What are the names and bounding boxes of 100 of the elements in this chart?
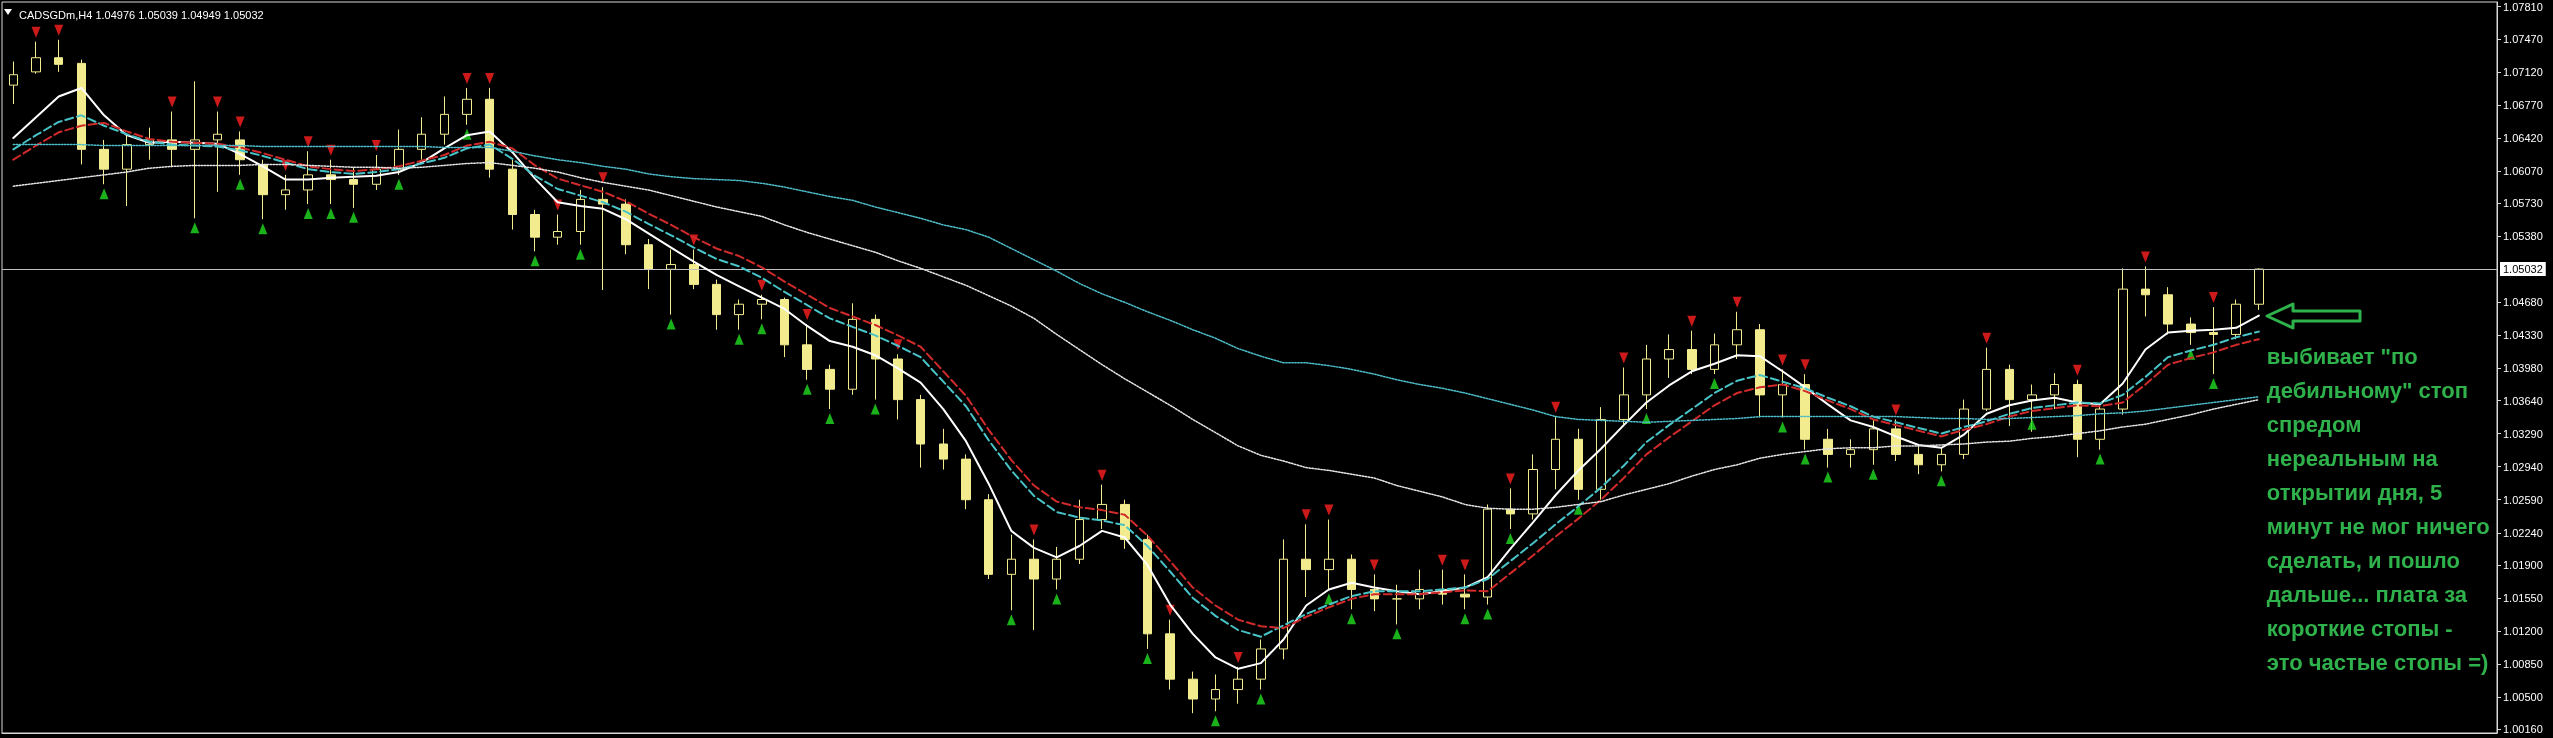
point bbox=[1778, 421, 1788, 433]
y-tick-label: 1.03290 bbox=[2503, 427, 2543, 440]
point bbox=[1687, 315, 1697, 327]
point bbox=[1437, 554, 1447, 566]
point bbox=[1324, 504, 1334, 516]
candlestick bbox=[893, 353, 903, 420]
candlestick bbox=[31, 41, 41, 75]
candlestick bbox=[530, 209, 540, 252]
point bbox=[1936, 475, 1946, 487]
y-tick-label: 1.00160 bbox=[2503, 723, 2543, 736]
point bbox=[1097, 469, 1107, 481]
point bbox=[1301, 509, 1311, 521]
point bbox=[734, 333, 744, 345]
point bbox=[870, 403, 880, 415]
y-tick-label: 1.03640 bbox=[2503, 394, 2543, 407]
candlestick bbox=[1732, 311, 1742, 360]
y-tick-label: 1.01200 bbox=[2503, 625, 2543, 637]
candlestick bbox=[99, 139, 109, 185]
candlestick bbox=[440, 95, 449, 146]
point bbox=[99, 188, 109, 200]
candlestick bbox=[1664, 333, 1674, 379]
y-tick-label: 1.02240 bbox=[2503, 526, 2543, 539]
candlestick bbox=[939, 428, 948, 470]
candlestick bbox=[1574, 428, 1583, 501]
candlestick bbox=[689, 248, 699, 290]
point bbox=[1210, 715, 1220, 727]
candlestick bbox=[780, 297, 789, 358]
y-tick-label: 1.04330 bbox=[2503, 329, 2543, 342]
y-tick-label: 1.01550 bbox=[2503, 591, 2543, 604]
point bbox=[1029, 524, 1039, 536]
y-tick-label: 1.05380 bbox=[2503, 230, 2543, 243]
candlestick bbox=[213, 111, 222, 193]
candlestick bbox=[1279, 538, 1288, 660]
point bbox=[1256, 693, 1266, 705]
candlestick bbox=[1687, 330, 1697, 375]
point bbox=[666, 318, 676, 330]
point bbox=[1006, 614, 1016, 626]
point bbox=[2027, 418, 2037, 430]
y-tick-label: 1.05730 bbox=[2503, 197, 2543, 210]
candlestick bbox=[1800, 373, 1810, 451]
point bbox=[1233, 651, 1243, 663]
candlestick bbox=[2141, 265, 2150, 317]
candlestick bbox=[1165, 619, 1175, 691]
point bbox=[371, 140, 381, 152]
candlestick bbox=[1075, 499, 1084, 565]
candlestick bbox=[1528, 453, 1538, 521]
y-tick-label: 1.04680 bbox=[2503, 296, 2543, 309]
point bbox=[757, 279, 767, 291]
point bbox=[802, 383, 812, 395]
candlestick bbox=[1823, 428, 1833, 469]
candlestick bbox=[825, 364, 835, 410]
point bbox=[485, 73, 495, 84]
candlestick bbox=[2209, 306, 2218, 375]
candlestick bbox=[1869, 418, 1878, 466]
candlestick bbox=[1755, 323, 1765, 419]
candlestick bbox=[848, 302, 857, 396]
candlestick bbox=[1052, 546, 1061, 590]
y-tick-label: 1.07120 bbox=[2503, 65, 2543, 78]
point bbox=[190, 222, 200, 234]
text: выбивает "по дебильному" стоп спредом нереальным на открытии дня, 5 минут не мог ничего сделать, и пошло дальше... плата за короткие стопы - это частые стопы =) bbox=[2266, 343, 2490, 675]
candlestick bbox=[1256, 639, 1266, 691]
candlestick bbox=[1392, 584, 1402, 625]
point bbox=[1778, 354, 1788, 366]
candlestick bbox=[2163, 286, 2173, 335]
point bbox=[349, 211, 359, 223]
candlestick bbox=[54, 39, 63, 73]
point bbox=[1619, 352, 1629, 364]
candlestick bbox=[712, 279, 721, 331]
point bbox=[2095, 453, 2105, 465]
candlestick bbox=[1324, 519, 1334, 590]
point bbox=[757, 323, 767, 335]
y-tick-label: 1.02940 bbox=[2503, 460, 2543, 473]
y-tick-label: 1.06420 bbox=[2503, 132, 2543, 144]
point bbox=[1505, 473, 1515, 485]
candlestick bbox=[1937, 447, 1946, 472]
candlestick bbox=[258, 159, 268, 220]
point bbox=[575, 248, 585, 260]
candlestick bbox=[1460, 573, 1470, 610]
point bbox=[1392, 628, 1402, 640]
y-tick-label: 1.07810 bbox=[2503, 0, 2543, 13]
candlestick bbox=[2254, 267, 2264, 311]
point bbox=[1460, 613, 1470, 625]
point bbox=[326, 208, 336, 220]
point bbox=[1800, 453, 1810, 465]
point bbox=[2140, 251, 2150, 263]
candlestick bbox=[576, 189, 585, 246]
candlestick bbox=[1188, 671, 1198, 714]
point bbox=[54, 24, 64, 36]
point bbox=[1505, 532, 1515, 544]
point bbox=[2072, 364, 2082, 376]
point bbox=[1347, 613, 1357, 625]
y-tick-label: 1.02590 bbox=[2503, 493, 2543, 506]
candlestick bbox=[2050, 372, 2059, 410]
candlestick bbox=[734, 299, 744, 331]
point bbox=[167, 96, 177, 108]
candlestick bbox=[1551, 416, 1560, 490]
point bbox=[303, 208, 313, 220]
point bbox=[235, 116, 245, 128]
text: CADSGDm,H4 1.04976 1.05039 1.04949 1.05032 bbox=[19, 8, 264, 21]
candlestick bbox=[553, 214, 562, 246]
